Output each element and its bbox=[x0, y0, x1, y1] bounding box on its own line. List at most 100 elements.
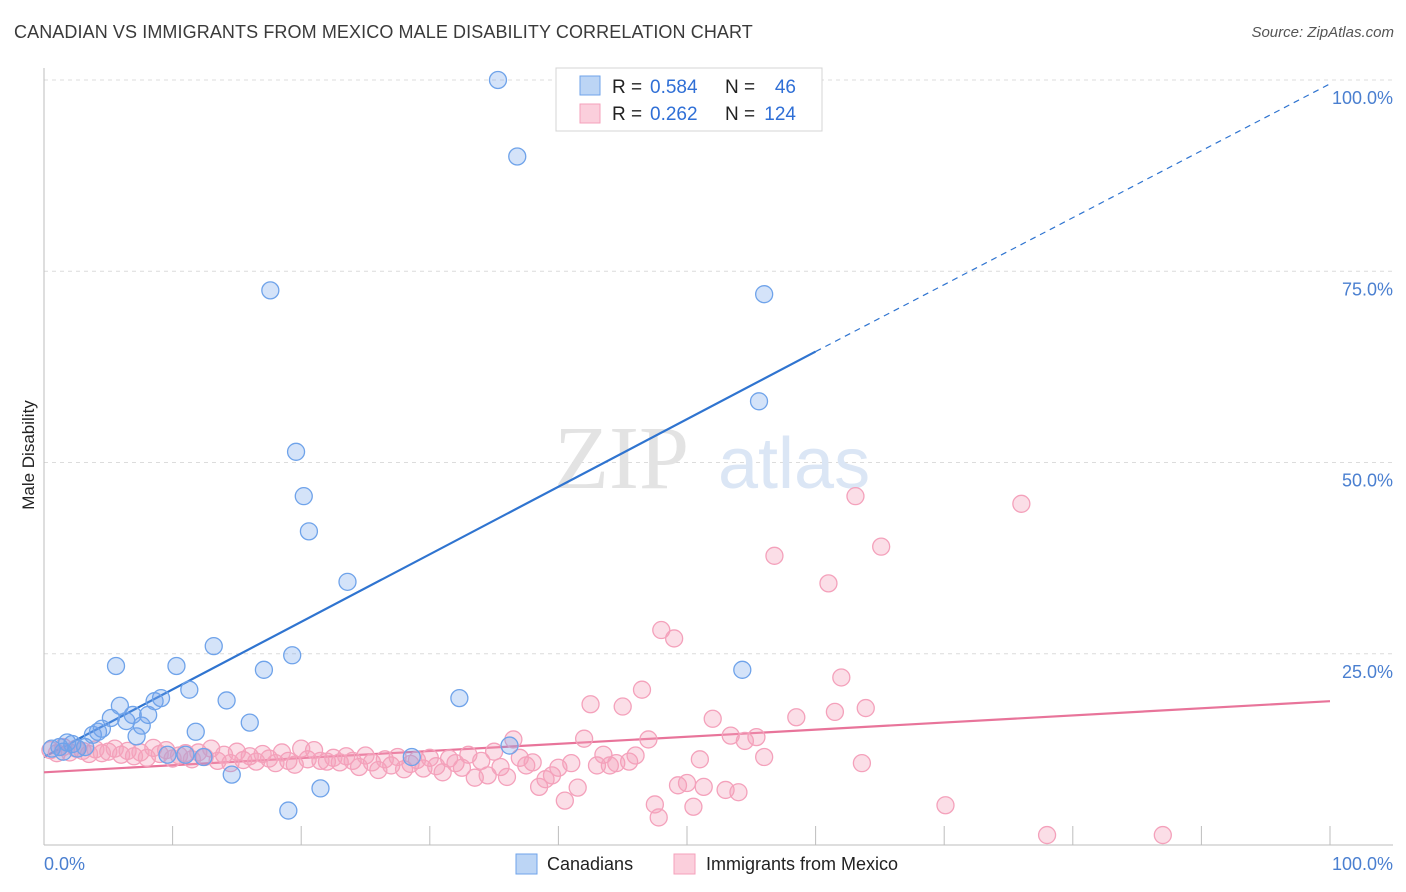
canadian-point bbox=[151, 688, 171, 708]
stats-n-label-mexico: N = bbox=[725, 104, 755, 125]
canadian-point bbox=[299, 522, 319, 541]
mexico-point bbox=[852, 753, 872, 773]
canadian-point bbox=[279, 801, 298, 820]
y-tick-label: 75.0% bbox=[1342, 279, 1393, 299]
canadian-point bbox=[101, 708, 121, 728]
legend-swatch-canadians bbox=[515, 853, 538, 875]
mexico-point bbox=[581, 695, 600, 714]
canadian-point bbox=[755, 285, 774, 304]
mexico-point bbox=[1037, 825, 1057, 845]
mexico-point bbox=[684, 797, 703, 816]
mexico-points bbox=[41, 487, 1172, 845]
watermark: ZIP atlas bbox=[554, 409, 870, 508]
y-tick-label: 50.0% bbox=[1342, 471, 1393, 491]
canadian-point bbox=[127, 727, 146, 746]
mexico-point bbox=[832, 668, 851, 687]
mexico-point bbox=[304, 740, 324, 760]
mexico-point bbox=[1012, 494, 1031, 513]
mexico-point bbox=[478, 766, 497, 785]
mexico-point bbox=[735, 731, 755, 751]
canadian-point bbox=[83, 725, 103, 744]
mexico-point bbox=[523, 753, 542, 772]
canadian-point bbox=[204, 636, 223, 656]
x-tick-label-left: 0.0% bbox=[44, 854, 85, 874]
canadian-point bbox=[186, 722, 205, 741]
legend-swatch-mexico bbox=[673, 853, 696, 875]
stats-swatch-mexico bbox=[579, 103, 601, 124]
mexico-point bbox=[856, 698, 875, 718]
x-tick-label-right: 100.0% bbox=[1332, 854, 1393, 874]
stats-n-label-canadians: N = bbox=[725, 77, 755, 98]
chart-title: CANADIAN VS IMMIGRANTS FROM MEXICO MALE … bbox=[14, 22, 753, 42]
mexico-point bbox=[819, 574, 838, 593]
trend-lines bbox=[43, 83, 1331, 774]
mexico-point bbox=[664, 629, 684, 648]
canadian-point bbox=[311, 779, 330, 798]
canadian-point bbox=[286, 442, 306, 461]
mexico-point bbox=[562, 753, 581, 773]
canadian-point bbox=[500, 736, 519, 755]
canadian-point bbox=[254, 660, 274, 679]
stats-n-value-mexico: 124 bbox=[764, 104, 796, 125]
mexico-point bbox=[497, 767, 517, 787]
stats-swatch-canadians bbox=[579, 75, 601, 96]
watermark-atlas: atlas bbox=[718, 424, 870, 504]
watermark-zip: ZIP bbox=[554, 409, 689, 508]
legend: Canadians Immigrants from Mexico bbox=[515, 853, 898, 875]
stats-r-value-canadians: 0.584 bbox=[650, 77, 698, 98]
canadian-point bbox=[338, 572, 357, 591]
legend-label-mexico: Immigrants from Mexico bbox=[706, 854, 898, 874]
stats-n-value-canadians: 46 bbox=[775, 77, 796, 98]
stats-r-label-canadians: R = bbox=[612, 77, 642, 98]
mexico-point bbox=[872, 537, 891, 556]
mexico-point bbox=[555, 791, 574, 810]
canadian-point bbox=[488, 70, 508, 90]
canadian-point bbox=[402, 747, 421, 767]
mexico-point bbox=[1153, 825, 1172, 845]
mexico-point bbox=[787, 708, 806, 727]
mexico-point bbox=[587, 756, 607, 775]
mexico-point bbox=[729, 783, 748, 802]
canadian-point bbox=[222, 765, 241, 784]
mexico-point bbox=[755, 747, 774, 767]
mexico-point bbox=[747, 727, 766, 747]
canadian-point bbox=[158, 745, 177, 764]
legend-label-canadians: Canadians bbox=[547, 854, 633, 874]
y-tick-label: 25.0% bbox=[1342, 662, 1393, 682]
mexico-point bbox=[825, 702, 845, 722]
canadian-point bbox=[283, 646, 302, 665]
stats-r-value-mexico: 0.262 bbox=[650, 104, 698, 125]
canadian-point bbox=[733, 660, 752, 679]
canadian-point bbox=[106, 656, 126, 676]
mexico-point bbox=[594, 745, 613, 764]
mexico-point bbox=[649, 808, 668, 827]
canadian-point bbox=[167, 656, 186, 676]
canadians-trend-extension bbox=[815, 83, 1331, 353]
axes bbox=[43, 68, 1393, 846]
mexico-point bbox=[721, 726, 740, 745]
canadian-point bbox=[110, 696, 130, 715]
canadian-point bbox=[194, 747, 213, 767]
canadian-point bbox=[294, 487, 313, 506]
mexico-point bbox=[677, 773, 697, 793]
canadian-point bbox=[132, 716, 151, 735]
mexico-point bbox=[765, 546, 784, 565]
mexico-point bbox=[652, 620, 671, 640]
canadian-point bbox=[450, 688, 469, 708]
mexico-point bbox=[574, 729, 594, 748]
mexico-point bbox=[568, 778, 587, 797]
canadian-point bbox=[217, 691, 236, 710]
stats-box: R = 0.584 N = 46 R = 0.262 N = 124 bbox=[555, 67, 823, 132]
mexico-point bbox=[690, 750, 710, 769]
canadian-point bbox=[261, 281, 280, 300]
mexico-trend-line bbox=[43, 700, 1331, 774]
canadian-point bbox=[749, 392, 769, 411]
mexico-point bbox=[703, 709, 722, 728]
mexico-point bbox=[846, 487, 865, 506]
canadian-point bbox=[508, 147, 527, 166]
canadian-point bbox=[180, 680, 199, 699]
y-tick-labels: 25.0% 50.0% 75.0% 100.0% bbox=[1332, 88, 1393, 682]
stats-r-label-mexico: R = bbox=[612, 104, 642, 125]
mexico-point bbox=[491, 757, 510, 777]
